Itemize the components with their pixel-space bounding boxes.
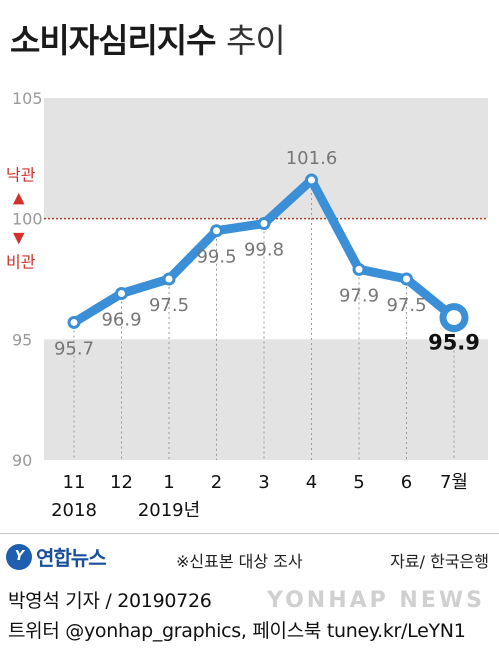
data-point [352,262,366,276]
x-tick-label: 5 [353,472,364,493]
y-tick-label: 90 [12,451,32,470]
survey-note: ※신표본 대상 조사 [176,552,303,571]
x-tick-label: 4 [306,472,317,493]
x-tick-label: 1 [163,472,174,493]
line-chart: 105 100 95 90 낙관 ▲ ▼ 비관 95.7 96.9 97.5 99.5 99.8 101.… [6,89,488,521]
data-point [67,315,81,329]
chart-panel: 105 100 95 90 낙관 ▲ ▼ 비관 95.7 96.9 97.5 99.5 99.8 101.… [0,78,499,533]
data-point [400,272,413,286]
data-point [210,224,223,238]
watermark: YONHAP NEWS [266,588,485,613]
pessimism-label: 비관 [6,253,36,272]
data-point [162,272,176,286]
up-arrow-icon: ▲ [13,189,25,207]
optimism-label: 낙관 [6,166,36,185]
x-year-label: 2019년 [138,500,200,521]
data-point [305,173,318,187]
last-data-point [439,303,469,333]
data-point [257,216,271,230]
yonhap-logo[interactable]: Y 연합뉴스 [6,542,107,571]
value-label: 97.5 [386,295,426,316]
x-tick-label: 3 [258,472,269,493]
data-point [115,286,128,300]
value-label: 97.5 [149,295,189,316]
title-main: 소비자심리지수 [10,21,217,60]
x-tick-label: 7월 [440,472,468,493]
y-tick-label: 105 [12,89,43,108]
value-label: 99.5 [196,247,236,268]
x-tick-label: 2 [211,472,222,493]
footer-bar: Y 연합뉴스 ※신표본 대상 조사 자료/ 한국은행 [0,533,499,579]
value-label: 101.6 [286,148,338,169]
x-tick-label: 12 [110,472,133,493]
value-label: 99.8 [244,239,284,260]
value-label: 95.7 [54,338,94,359]
chart-title: 소비자심리지수 추이 [10,14,286,62]
source-label: 자료/ 한국은행 [390,552,489,571]
x-tick-label: 11 [63,472,86,493]
x-tick-label: 6 [401,472,412,493]
social-credit: 트위터 @yonhap_graphics, 페이스북 tuney.kr/LeYN… [8,620,466,642]
reporter-credit: 박영석 기자 / 20190726 [8,590,212,612]
logo-text: 연합뉴스 [36,546,107,570]
value-label: 95.9 [428,331,480,355]
value-label: 97.9 [339,285,379,306]
x-year-label: 2018 [51,500,97,521]
y-tick-label: 100 [12,210,43,229]
yonhap-logo-icon: Y [6,543,32,570]
title-sub: 추이 [226,21,286,60]
lower-band [44,339,488,460]
y-tick-label: 95 [12,330,32,349]
upper-band [44,98,488,219]
value-label: 96.9 [101,309,141,330]
down-arrow-icon: ▼ [13,229,25,247]
